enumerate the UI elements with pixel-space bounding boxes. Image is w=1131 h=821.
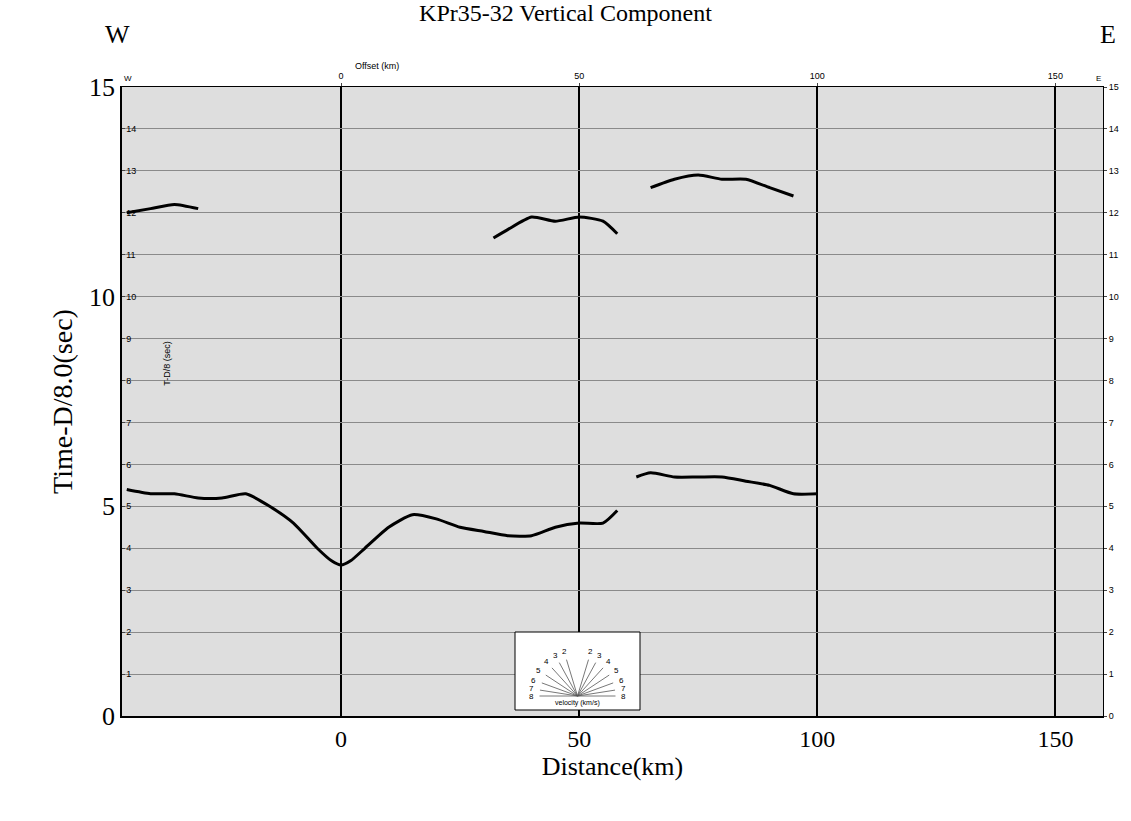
svg-text:7: 7 xyxy=(126,418,131,428)
svg-text:6: 6 xyxy=(531,676,536,685)
svg-text:Time-D/8.0(sec): Time-D/8.0(sec) xyxy=(47,309,78,494)
svg-text:KPr35-32 Vertical Component: KPr35-32 Vertical Component xyxy=(419,0,712,26)
svg-text:3: 3 xyxy=(1109,585,1114,595)
svg-text:velocity (km/s): velocity (km/s) xyxy=(555,699,600,707)
svg-text:3: 3 xyxy=(126,585,131,595)
svg-text:W: W xyxy=(105,20,130,49)
svg-text:14: 14 xyxy=(126,124,136,134)
svg-text:2: 2 xyxy=(588,647,593,656)
svg-text:13: 13 xyxy=(126,166,136,176)
svg-text:9: 9 xyxy=(1109,334,1114,344)
svg-text:5: 5 xyxy=(614,666,619,675)
svg-text:5: 5 xyxy=(126,501,131,511)
svg-text:2: 2 xyxy=(562,647,567,656)
svg-text:100: 100 xyxy=(799,726,835,752)
svg-text:4: 4 xyxy=(1109,543,1114,553)
svg-text:3: 3 xyxy=(553,651,558,660)
svg-text:10: 10 xyxy=(89,283,115,312)
svg-text:4: 4 xyxy=(606,657,611,666)
svg-text:Distance(km): Distance(km) xyxy=(542,752,684,781)
svg-text:8: 8 xyxy=(1109,376,1114,386)
svg-text:6: 6 xyxy=(619,676,624,685)
svg-text:7: 7 xyxy=(621,684,626,693)
svg-text:150: 150 xyxy=(1048,71,1063,81)
svg-text:13: 13 xyxy=(1109,166,1119,176)
svg-text:10: 10 xyxy=(126,292,136,302)
svg-text:2: 2 xyxy=(1109,627,1114,637)
svg-text:E: E xyxy=(1100,20,1116,49)
svg-text:0: 0 xyxy=(1109,711,1114,721)
svg-text:10: 10 xyxy=(1109,292,1119,302)
svg-text:8: 8 xyxy=(621,692,626,701)
svg-text:4: 4 xyxy=(544,657,549,666)
svg-text:14: 14 xyxy=(1109,124,1119,134)
svg-text:8: 8 xyxy=(126,376,131,386)
svg-text:150: 150 xyxy=(1037,726,1073,752)
svg-text:9: 9 xyxy=(126,334,131,344)
svg-text:100: 100 xyxy=(810,71,825,81)
svg-text:5: 5 xyxy=(102,492,115,521)
svg-text:7: 7 xyxy=(1109,418,1114,428)
svg-text:5: 5 xyxy=(1109,501,1114,511)
svg-text:W: W xyxy=(124,74,132,83)
svg-text:0: 0 xyxy=(335,726,347,752)
svg-text:15: 15 xyxy=(89,73,115,102)
svg-text:4: 4 xyxy=(126,543,131,553)
svg-text:E: E xyxy=(1096,74,1101,83)
svg-text:6: 6 xyxy=(126,460,131,470)
svg-text:5: 5 xyxy=(536,666,541,675)
svg-text:50: 50 xyxy=(567,726,591,752)
svg-text:0: 0 xyxy=(339,71,344,81)
svg-text:8: 8 xyxy=(529,692,534,701)
svg-text:Offset (km): Offset (km) xyxy=(355,61,399,71)
svg-text:12: 12 xyxy=(126,208,136,218)
svg-text:7: 7 xyxy=(529,684,534,693)
svg-text:15: 15 xyxy=(1109,82,1119,92)
svg-text:2: 2 xyxy=(126,627,131,637)
svg-text:T-D/8 (sec): T-D/8 (sec) xyxy=(162,341,172,386)
svg-text:1: 1 xyxy=(1109,669,1114,679)
svg-text:12: 12 xyxy=(1109,208,1119,218)
svg-text:11: 11 xyxy=(126,250,135,260)
svg-text:11: 11 xyxy=(1109,250,1118,260)
svg-text:50: 50 xyxy=(574,71,584,81)
svg-text:3: 3 xyxy=(597,651,602,660)
svg-text:0: 0 xyxy=(102,702,115,731)
svg-text:1: 1 xyxy=(126,669,131,679)
svg-text:6: 6 xyxy=(1109,460,1114,470)
